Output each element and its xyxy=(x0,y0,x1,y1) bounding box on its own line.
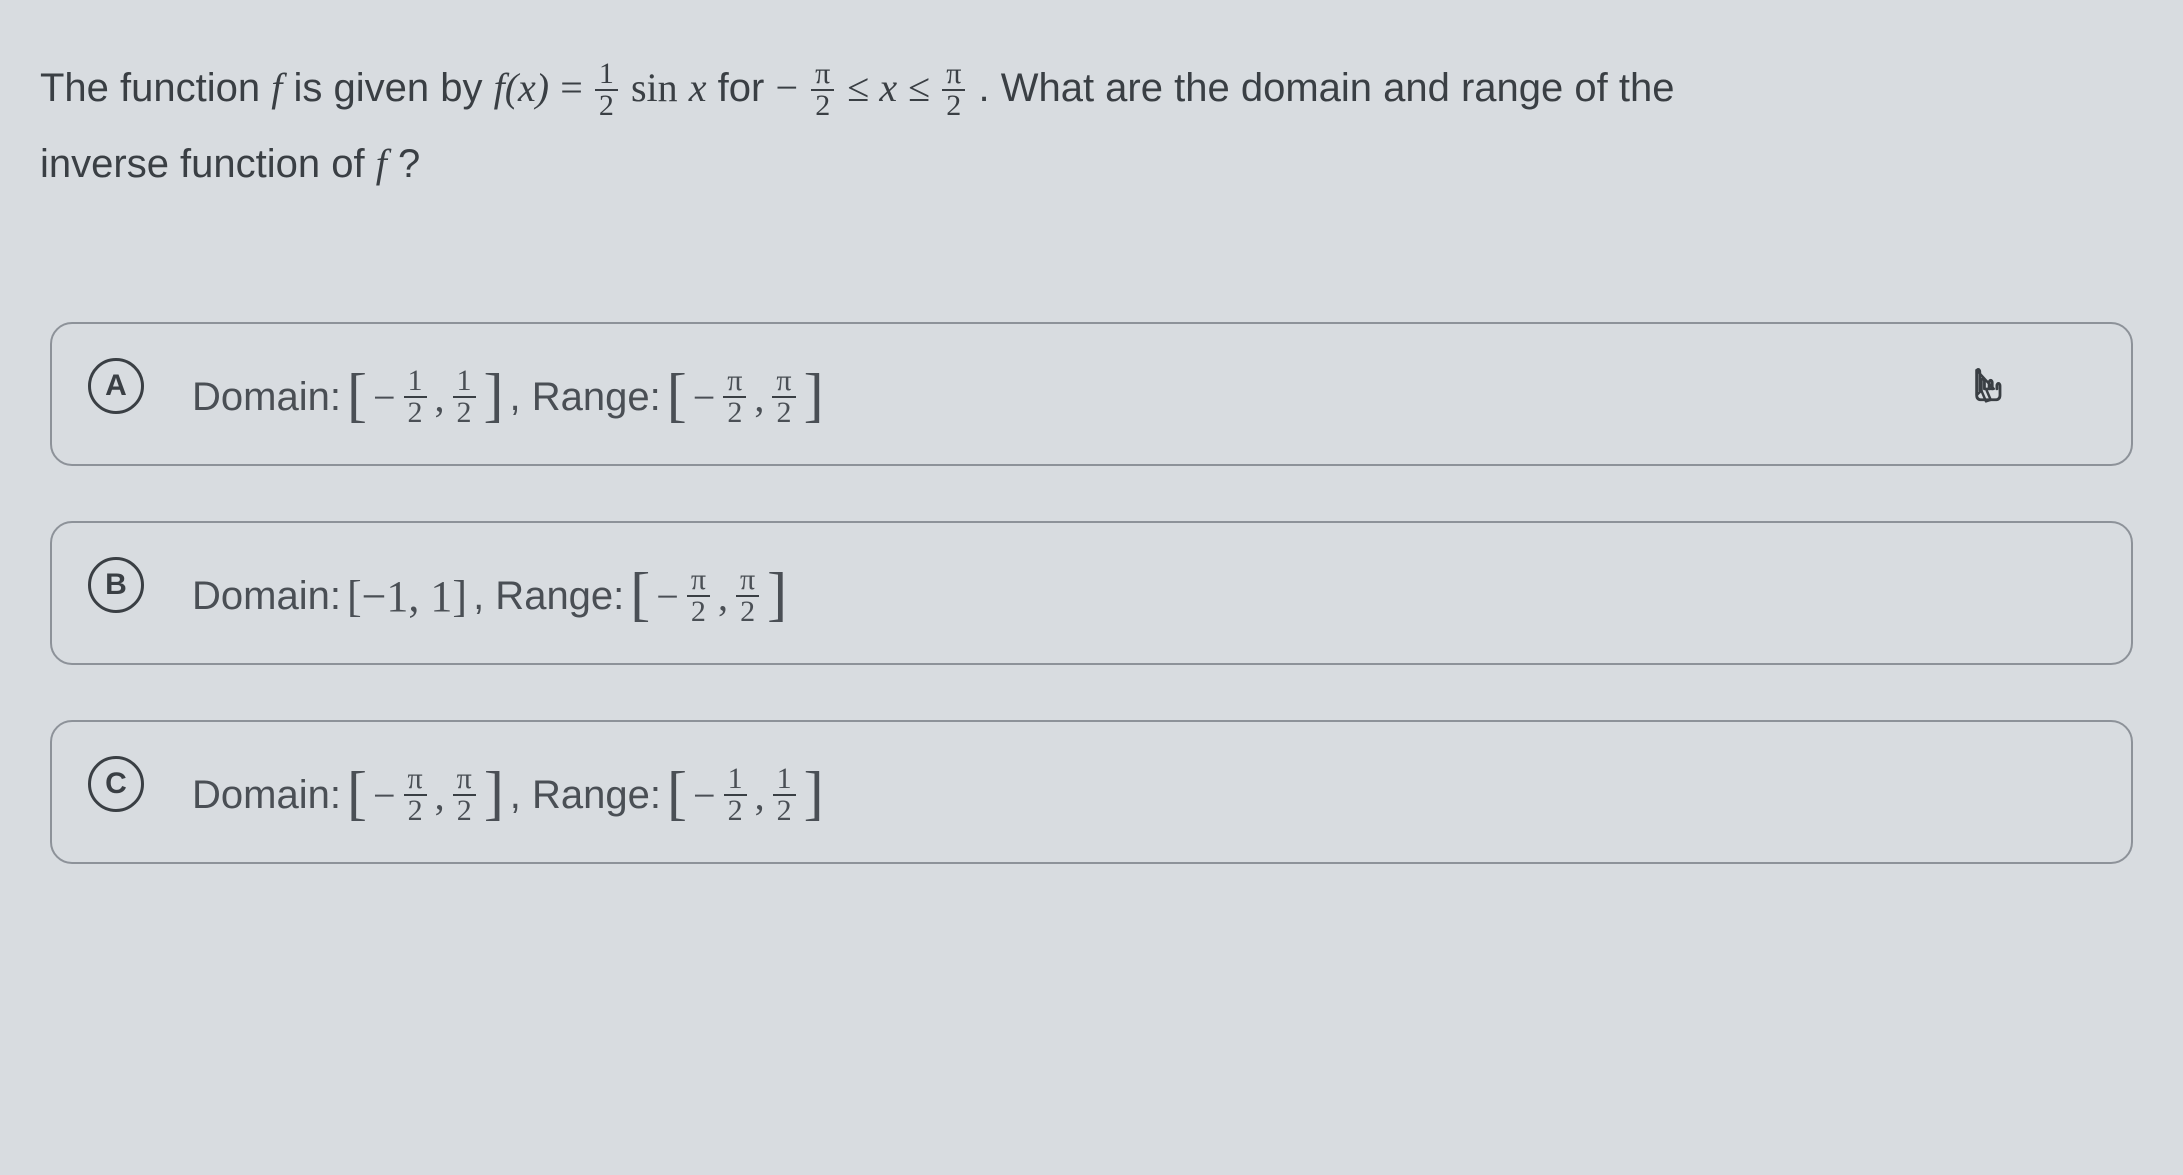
frac-num: π xyxy=(687,565,710,595)
range-b-frac: π 2 xyxy=(772,366,795,428)
frac-den: 2 xyxy=(772,396,795,428)
frac-den: 2 xyxy=(687,595,710,627)
q-var-f: f xyxy=(271,65,282,110)
frac-num: 1 xyxy=(595,59,618,89)
frac-den: 2 xyxy=(736,595,759,627)
frac-den: 2 xyxy=(773,794,796,826)
neg-sign: − xyxy=(373,374,396,421)
sep: , xyxy=(718,573,728,620)
q-neg: − xyxy=(775,65,798,110)
frac-den: 2 xyxy=(942,89,965,121)
neg-sign: − xyxy=(656,573,679,620)
q-line2-f: f xyxy=(376,141,387,186)
range-label: , Range: xyxy=(510,773,661,818)
q-x2: x xyxy=(879,65,897,110)
frac-den: 2 xyxy=(453,396,476,428)
range-label: , Range: xyxy=(509,375,660,420)
frac-num: π xyxy=(772,366,795,396)
frac-num: π xyxy=(404,764,427,794)
domain-b-frac: π 2 xyxy=(453,764,476,826)
frac-num: π xyxy=(453,764,476,794)
neg-sign: − xyxy=(373,772,396,819)
q-sin: sin xyxy=(631,65,678,110)
option-b-content: Domain: [−1, 1] , Range: [ − π 2 , π 2 ] xyxy=(192,551,787,627)
q-x: x xyxy=(689,65,707,110)
frac-num: π xyxy=(811,59,834,89)
frac-den: 2 xyxy=(404,396,427,428)
option-letter-c: C xyxy=(88,756,144,812)
frac-den: 2 xyxy=(595,89,618,121)
q-eq: = xyxy=(560,65,593,110)
option-a[interactable]: A Domain: [ − 1 2 , 1 2 ] , Range: [ − xyxy=(50,322,2133,466)
sep: , xyxy=(755,772,765,819)
range-a-frac: 1 2 xyxy=(724,764,747,826)
frac-den: 2 xyxy=(404,794,427,826)
frac-num: 1 xyxy=(773,764,796,794)
option-letter-a: A xyxy=(88,358,144,414)
q-text-1: The function xyxy=(40,66,271,110)
option-b[interactable]: B Domain: [−1, 1] , Range: [ − π 2 , π 2… xyxy=(50,521,2133,665)
q-coef-frac: 1 2 xyxy=(595,59,618,121)
frac-den: 2 xyxy=(724,794,747,826)
sep: , xyxy=(435,772,445,819)
domain-label: Domain: xyxy=(192,574,341,619)
sep: , xyxy=(754,374,764,421)
domain-label: Domain: xyxy=(192,773,341,818)
domain-a-frac: 1 2 xyxy=(404,366,427,428)
frac-num: π xyxy=(942,59,965,89)
q-lhs-frac: π 2 xyxy=(811,59,834,121)
q-leq2: ≤ xyxy=(908,65,940,110)
frac-num: π xyxy=(736,565,759,595)
domain-a-frac: π 2 xyxy=(404,764,427,826)
neg-sign: − xyxy=(693,772,716,819)
options-list: A Domain: [ − 1 2 , 1 2 ] , Range: [ − xyxy=(30,322,2153,864)
q-line2-post: ? xyxy=(398,142,420,186)
q-text-2: is given by xyxy=(294,66,494,110)
q-leq1: ≤ xyxy=(847,65,879,110)
frac-den: 2 xyxy=(723,396,746,428)
range-label: , Range: xyxy=(473,574,624,619)
q-for: for xyxy=(718,66,776,110)
frac-den: 2 xyxy=(811,89,834,121)
sep: , xyxy=(435,374,445,421)
pointer-cursor-icon xyxy=(1961,364,2011,420)
question-text: The function f is given by f(x) = 1 2 si… xyxy=(30,50,2153,202)
quiz-page: The function f is given by f(x) = 1 2 si… xyxy=(0,0,2183,894)
option-a-content: Domain: [ − 1 2 , 1 2 ] , Range: [ − π xyxy=(192,352,824,428)
q-line2-pre: inverse function of xyxy=(40,142,376,186)
frac-num: π xyxy=(723,366,746,396)
option-c-content: Domain: [ − π 2 , π 2 ] , Range: [ − 1 xyxy=(192,750,824,826)
frac-den: 2 xyxy=(453,794,476,826)
q-rhs-frac: π 2 xyxy=(942,59,965,121)
range-a-frac: π 2 xyxy=(687,565,710,627)
domain-plain: [−1, 1] xyxy=(347,571,467,622)
q-fx: f(x) xyxy=(494,65,550,110)
q-post1: . What are the domain and range of the xyxy=(978,66,1674,110)
domain-label: Domain: xyxy=(192,375,341,420)
frac-num: 1 xyxy=(724,764,747,794)
frac-num: 1 xyxy=(453,366,476,396)
range-a-frac: π 2 xyxy=(723,366,746,428)
option-c[interactable]: C Domain: [ − π 2 , π 2 ] , Range: [ − xyxy=(50,720,2133,864)
domain-b-frac: 1 2 xyxy=(453,366,476,428)
range-b-frac: π 2 xyxy=(736,565,759,627)
neg-sign: − xyxy=(693,374,716,421)
frac-num: 1 xyxy=(404,366,427,396)
range-b-frac: 1 2 xyxy=(773,764,796,826)
option-letter-b: B xyxy=(88,557,144,613)
